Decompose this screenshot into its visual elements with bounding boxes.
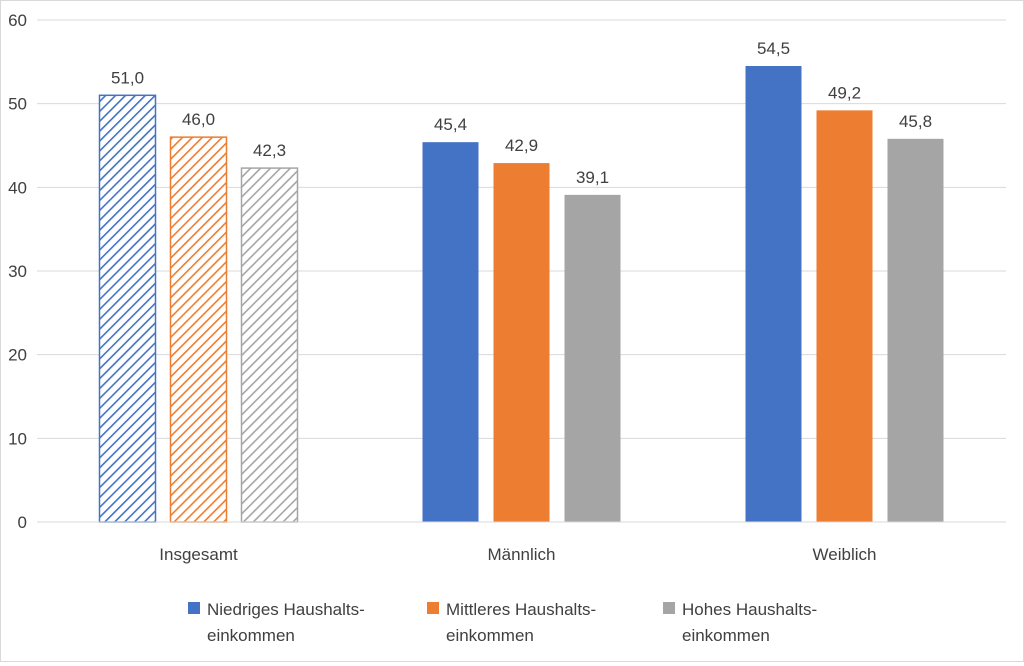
data-label: 42,3 — [253, 141, 286, 160]
legend-label: Mittleres Haushalts- — [446, 600, 596, 619]
legend-swatch — [427, 602, 439, 614]
bars — [98, 66, 944, 523]
legend-item: Niedriges Haushalts-einkommen — [188, 600, 365, 645]
y-tick-label: 0 — [18, 513, 27, 532]
data-label: 49,2 — [828, 83, 861, 102]
legend-item: Hohes Haushalts-einkommen — [663, 600, 817, 645]
legend-label: einkommen — [207, 626, 295, 645]
data-label: 54,5 — [757, 39, 790, 58]
x-category-label: Weiblich — [813, 545, 877, 564]
bar-männlich-series-2 — [493, 163, 550, 522]
data-labels: 51,0 46,0 42,3 45,4 42,9 39,1 54,5 49,2 45,8 — [111, 39, 932, 187]
bar-weiblich-series-1 — [745, 66, 802, 523]
bar-männlich-series-1 — [422, 142, 479, 523]
bar-weiblich-series-2 — [816, 110, 873, 523]
y-tick-label: 20 — [8, 346, 27, 365]
data-label: 45,8 — [899, 112, 932, 131]
legend-label: Niedriges Haushalts- — [207, 600, 365, 619]
legend-label: einkommen — [446, 626, 534, 645]
legend-swatch — [188, 602, 200, 614]
data-label: 39,1 — [576, 168, 609, 187]
bar-männlich-series-3 — [564, 194, 621, 522]
data-label: 45,4 — [434, 115, 467, 134]
legend-label: Hohes Haushalts- — [682, 600, 817, 619]
legend-label: einkommen — [682, 626, 770, 645]
bar-insgesamt-series-1 — [98, 94, 157, 523]
y-tick-label: 10 — [8, 429, 27, 448]
x-category-label: Insgesamt — [159, 545, 238, 564]
legend-swatch — [663, 602, 675, 614]
bar-weiblich-series-3 — [887, 138, 944, 522]
y-tick-label: 30 — [8, 262, 27, 281]
data-label: 42,9 — [505, 136, 538, 155]
axes: 0 10 20 30 40 50 60 Insgesamt Männlich Weiblich — [8, 11, 1006, 564]
bar-insgesamt-series-3 — [240, 167, 299, 523]
bar-insgesamt-series-2 — [169, 136, 228, 523]
data-label: 51,0 — [111, 68, 144, 87]
data-label: 46,0 — [182, 110, 215, 129]
y-tick-label: 40 — [8, 178, 27, 197]
legend-item: Mittleres Haushalts-einkommen — [427, 600, 596, 645]
y-tick-label: 50 — [8, 95, 27, 114]
y-tick-label: 60 — [8, 11, 27, 30]
x-category-label: Männlich — [487, 545, 555, 564]
